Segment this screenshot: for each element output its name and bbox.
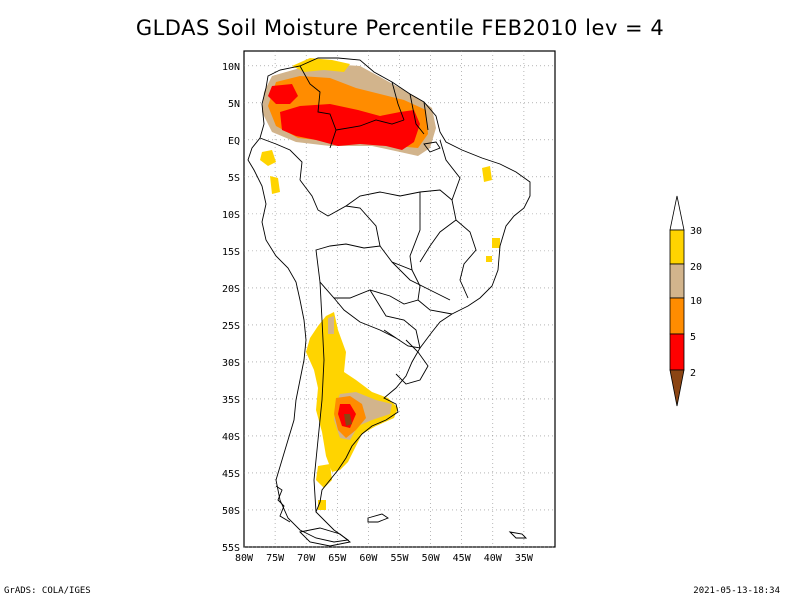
lat-tick-label: 40S	[222, 432, 240, 443]
lon-tick-label: 75W	[266, 553, 285, 564]
grid-lines	[244, 51, 555, 548]
legend-label-20: 20	[690, 262, 702, 273]
lat-tick-label: 10S	[222, 210, 240, 221]
lon-tick-label: 55W	[390, 553, 409, 564]
lat-tick-label: 25S	[222, 321, 240, 332]
lon-tick-label: 80W	[235, 553, 254, 564]
legend-bottom-triangle	[669, 369, 685, 407]
shade-north-red-2	[280, 104, 420, 150]
shade-argentina-yellow	[306, 312, 398, 472]
legend-label-30: 30	[690, 226, 702, 237]
border-ecuador-peru	[259, 137, 303, 181]
shade-north-yellow	[292, 58, 350, 72]
lat-tick-label: 5S	[228, 173, 240, 184]
lon-tick-label: 50W	[422, 553, 441, 564]
lat-tick-label: 10N	[222, 62, 240, 73]
shade-ecuador-yellow	[260, 150, 276, 166]
lon-tick-label: 65W	[328, 553, 347, 564]
coastline	[247, 57, 531, 547]
legend-box-5-10	[669, 297, 685, 335]
lat-tick-label: 30S	[222, 358, 240, 369]
lon-tick-label: 45W	[453, 553, 472, 564]
border-paraguay	[369, 289, 421, 349]
border-guianas	[391, 81, 429, 135]
footer-timestamp: 2021-05-13-18:34	[693, 586, 780, 596]
lat-tick-label: 20S	[222, 284, 240, 295]
legend-label-5: 5	[690, 332, 696, 343]
lat-tick-label: EQ	[228, 136, 240, 147]
shade-brazil-dots	[486, 238, 500, 262]
border-argentina-north	[333, 297, 397, 339]
falklands	[367, 513, 389, 523]
longitude-labels: 80W 75W 70W 65W 60W 55W 50W 45W 40W 35W	[235, 553, 534, 564]
shade-ne-brazil	[482, 166, 492, 182]
legend-top-triangle	[669, 195, 685, 231]
legend-box-10-20	[669, 263, 685, 299]
shade-peru-yellow	[270, 176, 280, 194]
legend-label-10: 10	[690, 296, 702, 307]
legend-label-2: 2	[690, 368, 696, 379]
map-title: GLDAS Soil Moisture Percentile FEB2010 l…	[135, 16, 665, 40]
legend-box-20-30	[669, 229, 685, 265]
marajo-island	[423, 141, 441, 153]
shaded-regions	[260, 58, 500, 510]
border-brazil-internal-3	[391, 261, 453, 315]
legend-labels: 30 20 10 5 2	[690, 226, 702, 379]
border-brazil-internal-2	[345, 189, 457, 271]
border-uruguay-brazil	[395, 339, 429, 385]
border-venezuela-brazil	[335, 119, 405, 131]
border-chile-argentina	[313, 281, 325, 513]
south-georgia	[508, 531, 528, 539]
shade-argentina-brown	[344, 414, 352, 426]
shade-north-red-1	[268, 84, 298, 104]
continent-outline	[247, 57, 531, 543]
lat-tick-label: 35S	[222, 395, 240, 406]
lat-tick-label: 5N	[228, 99, 240, 110]
chile-islands	[275, 485, 291, 523]
lon-tick-label: 40W	[484, 553, 503, 564]
footer-credit: GrADS: COLA/IGES	[4, 586, 91, 596]
lon-tick-label: 70W	[297, 553, 316, 564]
border-peru-brazil	[299, 179, 381, 247]
legend-colorbar	[669, 195, 685, 407]
lat-tick-label: 50S	[222, 506, 240, 517]
lat-tick-label: 55S	[222, 543, 240, 554]
border-brazil-internal	[439, 139, 477, 299]
border-bolivia	[315, 243, 421, 305]
lat-tick-label: 45S	[222, 469, 240, 480]
lon-tick-label: 35W	[515, 553, 534, 564]
latitude-labels: 10N 5N EQ 5S 10S 15S 20S 25S 30S 35S 40S 45S 50S 55S	[222, 62, 240, 554]
lon-tick-label: 60W	[359, 553, 378, 564]
tierra-del-fuego	[299, 527, 352, 547]
legend-box-2-5	[669, 333, 685, 371]
lat-tick-label: 15S	[222, 247, 240, 258]
